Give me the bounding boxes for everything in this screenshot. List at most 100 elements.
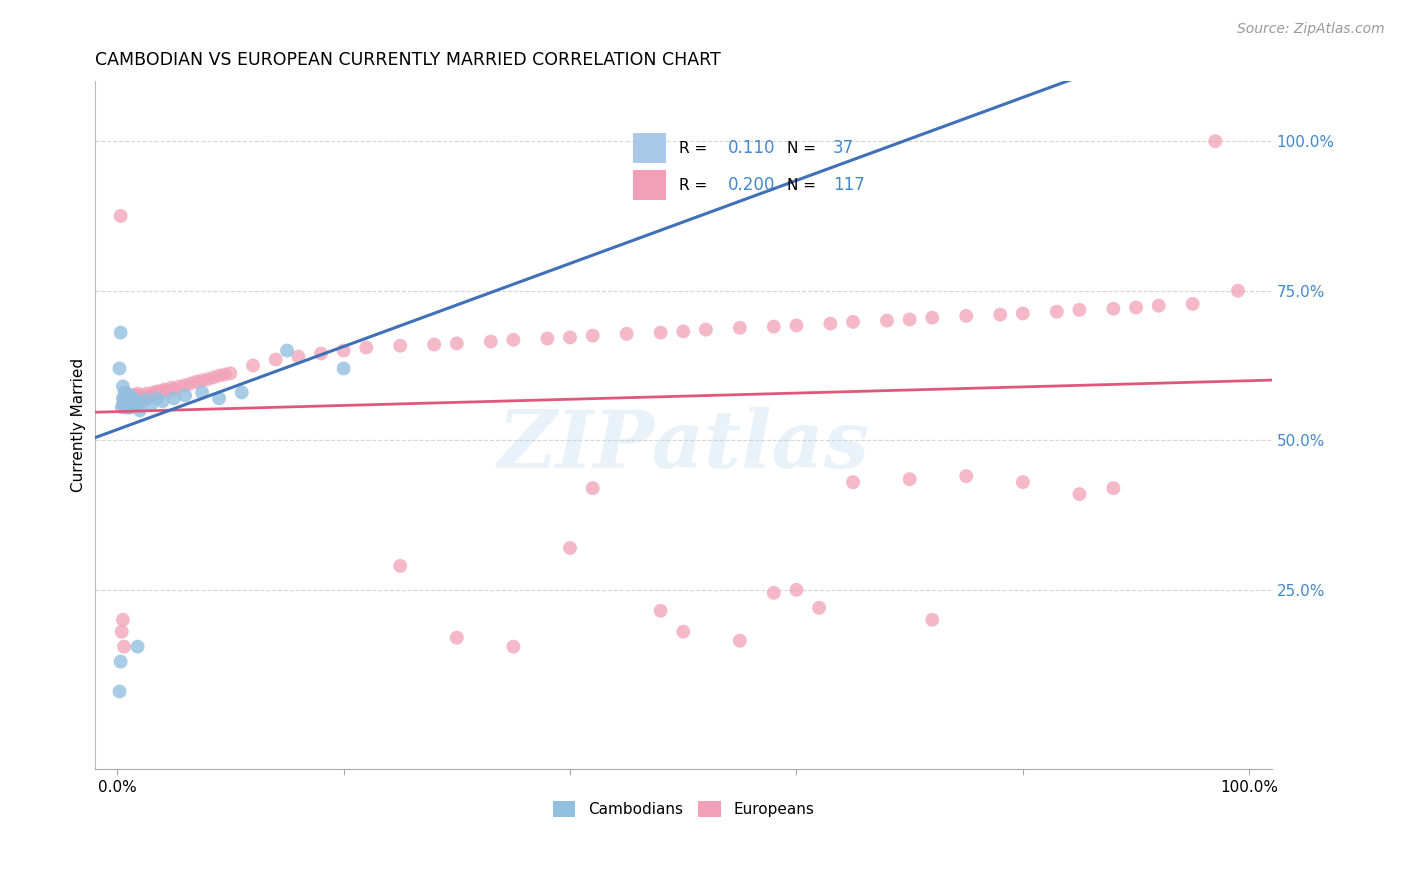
Point: [117, 397, 139, 411]
Point: [214, 368, 236, 382]
Text: R =: R =: [679, 141, 707, 156]
Point: [1069, 487, 1091, 501]
Point: [921, 613, 943, 627]
Point: [120, 392, 142, 406]
Point: [616, 326, 638, 341]
Text: 0.200: 0.200: [728, 177, 775, 194]
Point: [160, 381, 183, 395]
Point: [121, 390, 143, 404]
Point: [202, 370, 225, 384]
Point: [1011, 475, 1033, 490]
Point: [1069, 302, 1091, 317]
Point: [134, 392, 156, 406]
Point: [108, 361, 131, 376]
Point: [142, 385, 165, 400]
Point: [110, 655, 132, 669]
Point: [785, 318, 807, 333]
Point: [125, 397, 148, 411]
Point: [808, 600, 831, 615]
Point: [898, 472, 921, 486]
Text: R =: R =: [679, 178, 707, 193]
Point: [134, 392, 156, 407]
Text: Source: ZipAtlas.com: Source: ZipAtlas.com: [1237, 22, 1385, 37]
Point: [149, 385, 172, 400]
Point: [208, 368, 231, 383]
Point: [695, 323, 717, 337]
Point: [785, 582, 807, 597]
Point: [112, 392, 135, 406]
Point: [672, 325, 695, 339]
Y-axis label: Currently Married: Currently Married: [72, 359, 86, 492]
Point: [114, 394, 136, 409]
Point: [242, 359, 264, 373]
Point: [169, 379, 191, 393]
Point: [110, 326, 132, 340]
Point: [174, 378, 197, 392]
Point: [446, 336, 468, 351]
Point: [157, 384, 180, 399]
Point: [762, 586, 785, 600]
Point: [197, 372, 219, 386]
Point: [125, 388, 148, 402]
Point: [389, 339, 412, 353]
Point: [536, 332, 558, 346]
Point: [115, 401, 138, 415]
Point: [1011, 306, 1033, 320]
Point: [231, 385, 253, 400]
Text: 0.110: 0.110: [728, 139, 775, 157]
Point: [131, 394, 153, 409]
Point: [121, 396, 143, 410]
Point: [122, 388, 145, 402]
Point: [122, 392, 145, 406]
Point: [186, 375, 208, 389]
Point: [219, 366, 242, 380]
Point: [1147, 299, 1170, 313]
Point: [842, 315, 865, 329]
Point: [114, 397, 136, 411]
Point: [1102, 481, 1125, 495]
Point: [276, 343, 298, 358]
Point: [124, 390, 146, 404]
Point: [558, 541, 581, 555]
Point: [988, 308, 1011, 322]
Point: [127, 640, 149, 654]
Point: [129, 392, 152, 406]
Point: [163, 383, 186, 397]
Point: [111, 624, 134, 639]
Point: [145, 386, 167, 401]
Point: [502, 640, 524, 654]
Point: [955, 309, 977, 323]
Point: [446, 631, 468, 645]
Point: [135, 386, 157, 401]
Point: [898, 312, 921, 326]
Point: [876, 313, 898, 327]
Point: [115, 392, 138, 406]
Point: [558, 330, 581, 344]
Point: [110, 209, 132, 223]
Point: [141, 388, 163, 402]
FancyBboxPatch shape: [633, 133, 666, 163]
Point: [191, 385, 214, 400]
Point: [332, 361, 354, 376]
Point: [1181, 297, 1204, 311]
Text: 37: 37: [832, 139, 853, 157]
Point: [582, 328, 605, 343]
Point: [114, 385, 136, 400]
Point: [138, 390, 160, 404]
Point: [122, 397, 145, 411]
Point: [111, 379, 134, 393]
Point: [124, 399, 146, 413]
Point: [122, 397, 145, 411]
Point: [118, 397, 141, 411]
Point: [389, 558, 412, 573]
Point: [820, 317, 842, 331]
Point: [728, 321, 751, 335]
Point: [141, 397, 163, 411]
Point: [127, 397, 149, 411]
Point: [117, 388, 139, 402]
Point: [115, 401, 138, 415]
Point: [264, 352, 287, 367]
Point: [208, 392, 231, 406]
Point: [502, 333, 524, 347]
Point: [152, 394, 174, 409]
